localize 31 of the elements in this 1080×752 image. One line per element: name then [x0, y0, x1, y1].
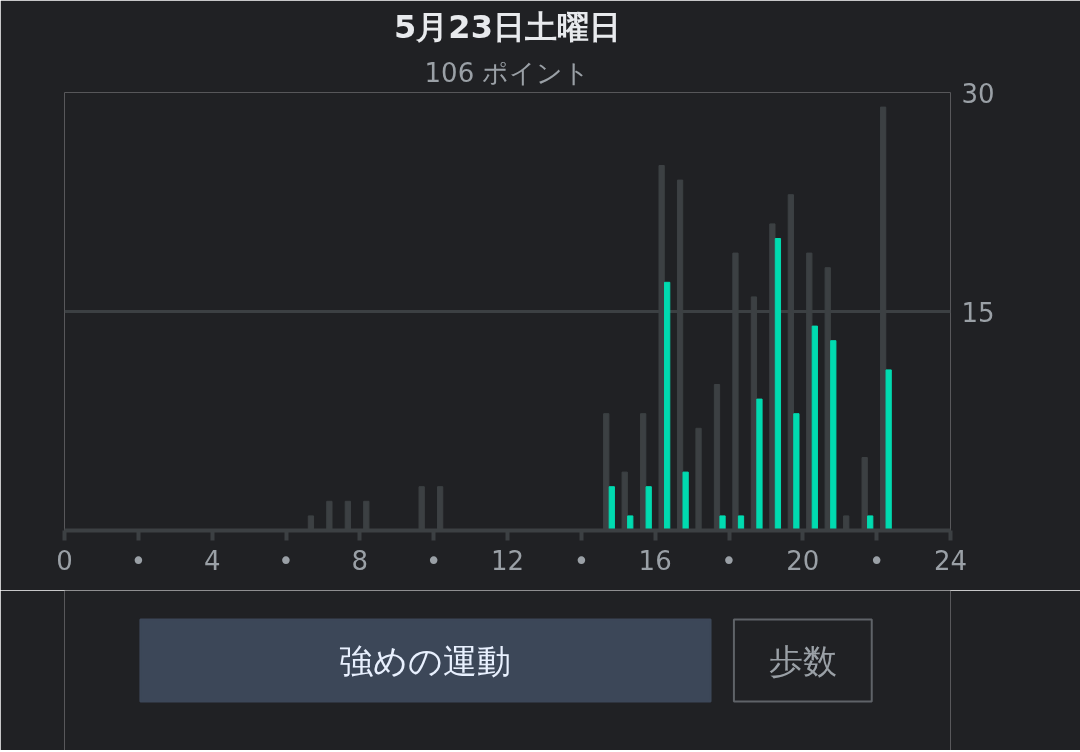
chart-title: 5月23日土曜日	[394, 7, 621, 46]
x-tick-label: •	[278, 545, 294, 576]
x-tick-label: 8	[351, 545, 369, 576]
x-tick-label: 12	[490, 545, 525, 576]
bar	[645, 486, 652, 531]
bar	[774, 238, 782, 531]
x-tick-label: •	[426, 545, 442, 576]
bar	[682, 471, 689, 531]
bar	[719, 515, 726, 531]
x-tick-label: 4	[203, 545, 221, 576]
text: 歩数	[768, 640, 837, 681]
x-tick-label: 20	[786, 545, 820, 576]
x-tick-label: •	[869, 545, 885, 576]
bar	[608, 486, 615, 531]
x-tick-label: •	[573, 545, 590, 576]
y-tick-label: 15	[961, 297, 995, 328]
bar	[664, 281, 671, 531]
bar	[793, 413, 800, 531]
chart-subtitle: 106 ポイント	[424, 57, 591, 88]
bar	[756, 398, 763, 531]
x-tick-label: 0	[56, 545, 73, 576]
x-tick-label: 24	[933, 545, 968, 576]
x-tick-label: •	[721, 545, 737, 576]
bar	[627, 515, 634, 531]
bar	[830, 340, 837, 531]
y-tick-label: 30	[961, 78, 995, 109]
bar	[885, 369, 892, 531]
bar	[811, 325, 818, 531]
text: 強めの運動	[339, 640, 512, 681]
x-tick-label: 16	[638, 545, 672, 576]
x-tick-label: •	[130, 545, 147, 576]
